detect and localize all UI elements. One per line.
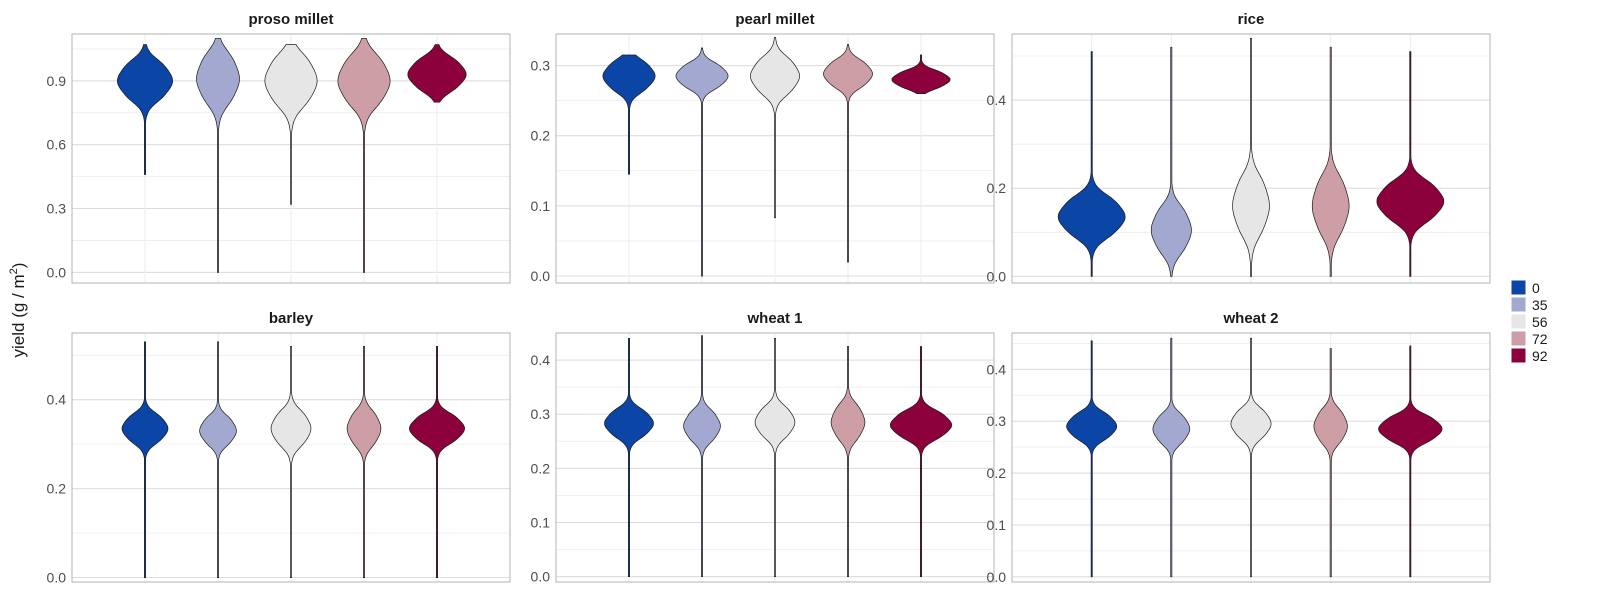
violin-wheat-1-56 <box>754 338 796 577</box>
violin-wheat-1-0 <box>604 338 654 577</box>
violin-pearl-millet-92 <box>891 54 951 94</box>
y-tick-label: 0.2 <box>47 481 67 497</box>
legend-label-0: 0 <box>1532 280 1540 296</box>
violin-rice-0 <box>1057 51 1126 277</box>
panel-border <box>1011 33 1491 284</box>
legend-swatch-72 <box>1510 330 1527 347</box>
panel-barley: 0.0 0.2 0.4 barley <box>47 310 511 586</box>
violin-pearl-millet-56 <box>750 37 800 219</box>
panel-border <box>71 33 511 284</box>
violin-wheat-2-0 <box>1066 340 1118 578</box>
violin-rice-56 <box>1232 38 1270 277</box>
y-tick-label: 0.4 <box>47 392 67 408</box>
y-tick-label: 0.1 <box>531 198 551 214</box>
legend-label-35: 35 <box>1532 297 1548 313</box>
violin-barley-35 <box>199 341 237 578</box>
y-axis-label: yield (g / m2) <box>8 263 28 358</box>
violin-wheat-1-35 <box>683 335 721 577</box>
panel-title: proso millet <box>248 11 333 28</box>
y-tick-label: 0.9 <box>47 73 67 89</box>
y-tick-label: 0.0 <box>47 570 67 586</box>
panel-border <box>1011 332 1491 583</box>
panel-wheat-1: 0.0 0.1 0.2 0.3 0.4 wheat 1 <box>531 310 995 585</box>
panel-rice: 0.0 0.2 0.4 rice <box>987 11 1491 284</box>
violin-rice-35 <box>1150 46 1192 277</box>
violin-barley-0 <box>121 341 169 578</box>
y-tick-label: 0.4 <box>531 352 551 368</box>
panel-pearl-millet: 0.0 0.1 0.2 0.3 pearl millet <box>531 11 995 284</box>
panel-title: wheat 1 <box>746 310 802 327</box>
violin-barley-92 <box>409 345 465 578</box>
violin-proso-millet-56 <box>264 44 318 205</box>
violin-wheat-2-72 <box>1313 348 1348 578</box>
violin-wheat-2-56 <box>1230 337 1272 578</box>
panel-border <box>555 33 995 284</box>
y-tick-label: 0.3 <box>531 58 551 74</box>
y-tick-label: 0.0 <box>531 569 551 585</box>
y-tick-label: 0.0 <box>531 268 551 284</box>
y-tick-label: 0.4 <box>987 92 1007 108</box>
y-tick-label: 0.2 <box>531 128 551 144</box>
violin-wheat-1-92 <box>889 346 953 577</box>
legend-swatch-35 <box>1510 296 1527 313</box>
violin-pearl-millet-35 <box>675 47 729 277</box>
y-tick-label: 0.1 <box>987 517 1007 533</box>
panel-title: rice <box>1238 11 1265 28</box>
panel-wheat-2: 0.0 0.1 0.2 0.3 0.4 wheat 2 <box>987 310 1491 585</box>
violin-proso-millet-92 <box>407 44 467 103</box>
y-tick-label: 0.0 <box>47 264 67 280</box>
violin-wheat-2-92 <box>1378 345 1443 578</box>
violin-proso-millet-35 <box>196 37 240 273</box>
violin-barley-72 <box>346 345 382 578</box>
violin-wheat-1-72 <box>830 346 866 577</box>
violin-rice-72 <box>1311 46 1350 277</box>
panel-title: wheat 2 <box>1222 310 1278 327</box>
legend-swatch-0 <box>1510 279 1527 296</box>
violin-proso-millet-72 <box>337 37 391 273</box>
legend-label-72: 72 <box>1532 331 1548 347</box>
y-tick-label: 0.1 <box>531 514 551 530</box>
legend-swatch-92 <box>1510 347 1527 364</box>
violin-rice-92 <box>1376 51 1445 277</box>
y-tick-label: 0.2 <box>987 180 1007 196</box>
violin-pearl-millet-72 <box>823 44 873 263</box>
y-tick-label: 0.3 <box>987 413 1007 429</box>
y-tick-label: 0.3 <box>47 201 67 217</box>
y-tick-label: 0.6 <box>47 137 67 153</box>
legend-swatch-56 <box>1510 313 1527 330</box>
y-tick-label: 0.0 <box>987 569 1007 585</box>
panel-title: pearl millet <box>735 11 814 28</box>
y-tick-label: 0.3 <box>531 406 551 422</box>
panel-border <box>555 332 995 583</box>
panel-title: barley <box>269 310 314 327</box>
y-tick-label: 0.0 <box>987 268 1007 284</box>
violin-pearl-millet-0 <box>602 54 656 175</box>
y-tick-label: 0.2 <box>531 460 551 476</box>
panel-border <box>71 332 511 583</box>
violin-proso-millet-0 <box>117 44 173 175</box>
y-tick-label: 0.4 <box>987 361 1007 377</box>
legend-label-56: 56 <box>1532 314 1548 330</box>
violin-barley-56 <box>270 345 312 578</box>
y-tick-label: 0.2 <box>987 465 1007 481</box>
legend-label-92: 92 <box>1532 348 1548 364</box>
violin-wheat-2-35 <box>1152 337 1191 578</box>
panel-proso-millet: 0.0 0.3 0.6 0.9 proso millet <box>47 11 511 284</box>
